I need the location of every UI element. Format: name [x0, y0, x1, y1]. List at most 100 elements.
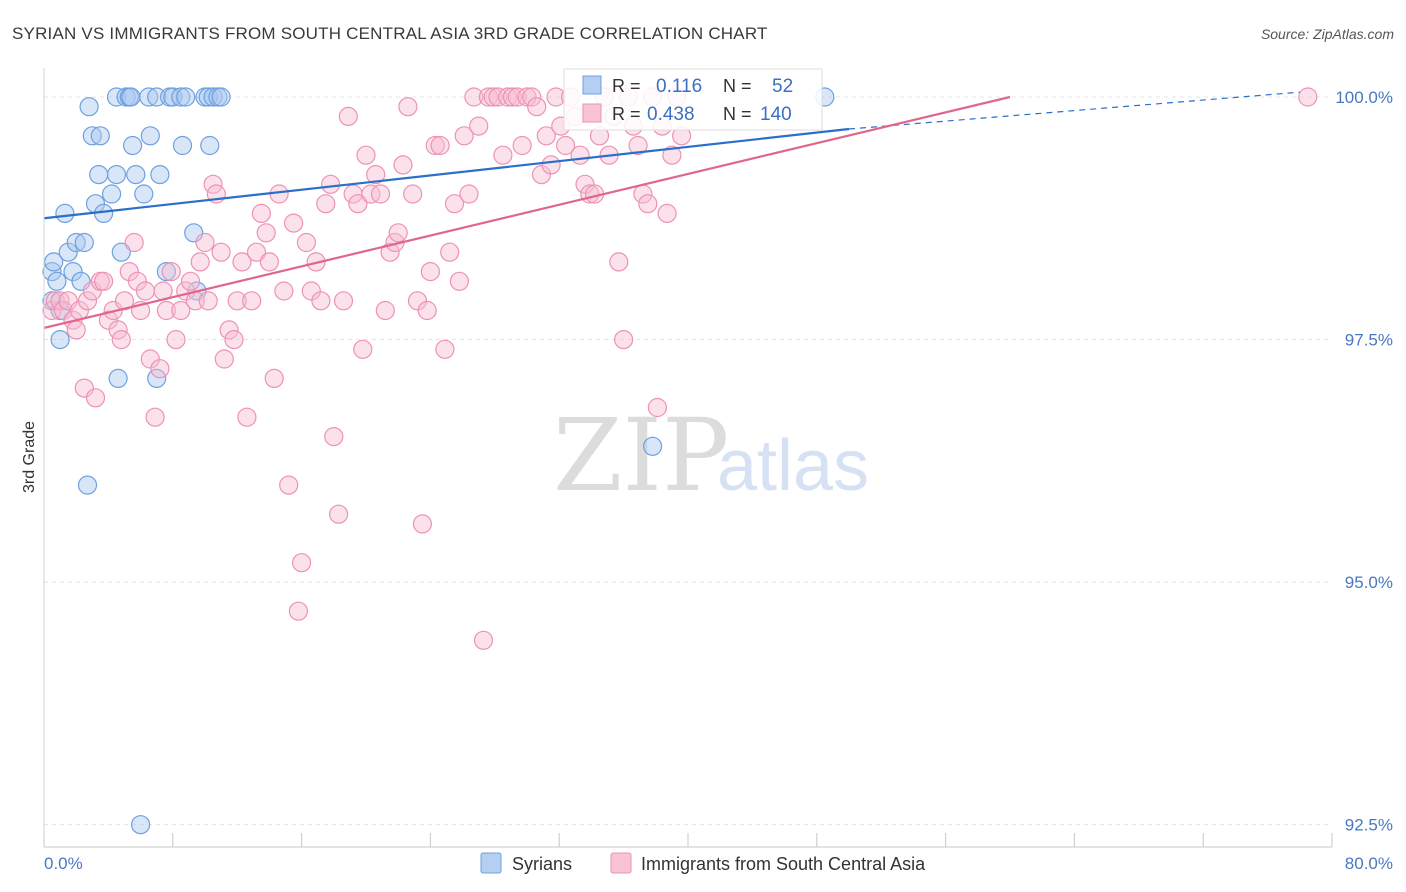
- series-points-0: [42, 87, 835, 835]
- point-1-131: [638, 194, 658, 214]
- point-0-23: [111, 242, 131, 262]
- point-1-107: [522, 87, 542, 107]
- point-0-50: [642, 436, 663, 456]
- legend-label-syrians[interactable]: Syrians: [512, 854, 572, 874]
- point-0-46: [200, 135, 220, 156]
- point-1-83: [407, 291, 428, 311]
- point-1-25: [145, 407, 165, 427]
- point-1-62: [311, 291, 331, 311]
- y-axis-label: 3rd Grade: [21, 421, 38, 493]
- point-0-32: [140, 126, 160, 146]
- point-1-21: [127, 271, 147, 291]
- series-points-1: [42, 87, 1318, 650]
- point-0-31: [139, 87, 159, 107]
- legend-swatch-syrians[interactable]: [480, 852, 502, 874]
- point-1-29: [161, 262, 181, 282]
- point-1-46: [237, 407, 257, 427]
- point-1-13: [93, 271, 114, 291]
- point-0-29: [131, 815, 151, 835]
- point-1-79: [388, 223, 408, 243]
- point-0-26: [121, 87, 141, 107]
- point-0-28: [126, 165, 146, 185]
- point-1-88: [430, 135, 450, 156]
- point-1-26: [150, 359, 170, 379]
- legend: Syrians Immigrants from South Central As…: [480, 852, 926, 874]
- point-1-92: [449, 271, 469, 291]
- point-1-71: [353, 339, 373, 359]
- point-1-76: [375, 300, 395, 321]
- point-0-2: [44, 252, 64, 272]
- x-ticks: [43, 833, 1333, 847]
- stats-n-value-syrians: 52: [772, 76, 793, 97]
- legend-swatch-immigrants[interactable]: [610, 852, 632, 874]
- point-1-68: [338, 106, 358, 127]
- point-1-35: [190, 252, 210, 272]
- stats-swatch-immigrants: [582, 103, 602, 123]
- point-1-111: [541, 155, 561, 175]
- point-0-9: [66, 232, 86, 253]
- point-1-37: [198, 291, 218, 311]
- point-1-70: [348, 194, 368, 214]
- point-1-23: [135, 281, 155, 301]
- point-1-105: [512, 135, 532, 156]
- point-0-5: [50, 330, 70, 350]
- point-1-72: [356, 145, 376, 165]
- point-1-31: [171, 300, 191, 321]
- point-0-12: [77, 475, 98, 495]
- point-1-87: [425, 135, 445, 156]
- point-1-84: [412, 514, 432, 534]
- point-1-36: [195, 232, 215, 253]
- stats-n-value-immigrants: 140: [760, 104, 792, 125]
- point-0-49: [211, 87, 231, 107]
- x-tick-label-min: 0.0%: [44, 854, 83, 873]
- point-1-9: [77, 291, 98, 311]
- point-1-85: [417, 300, 437, 321]
- point-1-97: [473, 630, 494, 650]
- point-1-64: [321, 174, 341, 194]
- point-0-11: [74, 232, 94, 253]
- point-1-129: [628, 135, 648, 156]
- point-1-94: [459, 184, 479, 204]
- point-1-11: [85, 388, 106, 408]
- point-1-28: [156, 300, 176, 321]
- point-0-8: [63, 262, 83, 282]
- point-1-106: [517, 87, 537, 107]
- point-1-118: [575, 174, 595, 194]
- chart-source: Source: ZipAtlas.com: [1261, 26, 1394, 42]
- point-1-86: [420, 262, 440, 282]
- point-1-45: [232, 252, 252, 272]
- point-1-95: [464, 87, 484, 107]
- point-1-133: [647, 397, 668, 418]
- stats-swatch-syrians: [582, 75, 602, 95]
- point-1-125: [609, 252, 629, 272]
- point-1-30: [166, 330, 186, 350]
- y-tick-label-3: 92.5%: [1345, 816, 1393, 835]
- point-1-66: [329, 504, 349, 524]
- legend-label-immigrants[interactable]: Immigrants from South Central Asia: [641, 854, 926, 874]
- x-tick-label-max: 80.0%: [1345, 854, 1393, 873]
- stats-n-label-syrians: N =: [723, 76, 752, 96]
- point-0-6: [55, 203, 75, 223]
- trend-line-1: [43, 95, 1011, 329]
- point-1-135: [657, 203, 677, 223]
- stats-box: R = 0.116 N = 52 R = 0.438 N = 140: [563, 68, 823, 131]
- point-0-22: [108, 368, 128, 388]
- point-1-74: [366, 165, 386, 185]
- point-0-14: [82, 126, 102, 146]
- point-1-54: [274, 281, 294, 301]
- stats-n-label-immigrants: N =: [723, 104, 752, 124]
- point-1-14: [98, 310, 119, 330]
- point-1-110: [536, 126, 556, 146]
- point-0-0: [42, 262, 62, 282]
- trend-line-0: [43, 127, 850, 220]
- point-1-80: [393, 155, 413, 175]
- y-tick-label-2: 95.0%: [1345, 573, 1393, 592]
- point-1-96: [469, 116, 489, 136]
- point-0-41: [176, 87, 196, 107]
- point-1-136: [662, 145, 682, 165]
- point-0-40: [172, 135, 193, 156]
- stats-r-value-syrians: 0.116: [656, 76, 702, 97]
- point-1-33: [180, 271, 201, 291]
- point-1-24: [140, 349, 160, 369]
